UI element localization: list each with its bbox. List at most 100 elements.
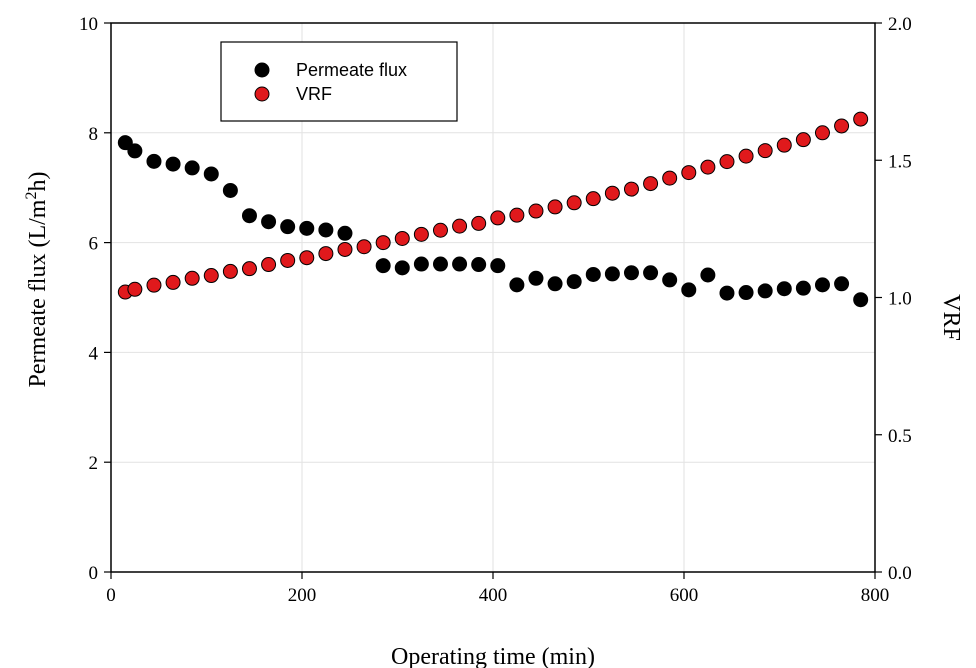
vrf-point [834, 118, 850, 134]
permeate-flux-point [547, 276, 563, 292]
vrf-point [127, 281, 143, 297]
legend-label-permeate-flux: Permeate flux [296, 60, 407, 80]
y-right-tick-label: 2.0 [888, 14, 912, 35]
legend-box [220, 41, 458, 122]
vrf-point [719, 154, 735, 170]
permeate-flux-point [299, 220, 315, 236]
vrf-point [776, 137, 792, 153]
vrf-point [681, 165, 697, 181]
y-left-tick-label: 8 [89, 124, 99, 145]
permeate-flux-point [146, 153, 162, 169]
permeate-flux-point [623, 265, 639, 281]
permeate-flux-point [165, 156, 181, 172]
vrf-point [375, 235, 391, 251]
vrf-point [700, 159, 716, 175]
y-left-tick-label: 2 [89, 453, 99, 474]
vrf-point [738, 148, 754, 164]
permeate-flux-point [471, 257, 487, 273]
y-right-axis-title: VRF [938, 294, 964, 341]
permeate-flux-point [700, 267, 716, 283]
vrf-point [203, 268, 219, 284]
permeate-flux-point [738, 285, 754, 301]
permeate-flux-point [853, 292, 869, 308]
permeate-flux-point [241, 208, 257, 224]
x-tick-label: 200 [288, 585, 317, 606]
vrf-point [643, 176, 659, 192]
permeate-flux-point [795, 280, 811, 296]
permeate-flux-point [776, 281, 792, 297]
vrf-point [299, 250, 315, 266]
vrf-point [547, 199, 563, 215]
y-left-axis-title: Permeate flux (L/m2h) [23, 172, 51, 388]
permeate-flux-point [834, 276, 850, 292]
x-axis-title: Operating time (min) [391, 644, 595, 668]
permeate-flux-point [117, 135, 133, 151]
permeate-flux-point [375, 258, 391, 274]
permeate-flux-point [452, 256, 468, 272]
vrf-point [623, 181, 639, 197]
y-left-title-main: Permeate flux (L/m [25, 199, 51, 387]
vrf-point [394, 230, 410, 246]
permeate-flux-point [528, 270, 544, 286]
data-marks [117, 111, 869, 308]
permeate-flux-point [318, 222, 334, 238]
vrf-point [413, 226, 429, 242]
legend-label-vrf: VRF [296, 84, 332, 104]
permeate-flux-point [432, 256, 448, 272]
vrf-point [432, 222, 448, 238]
y-left-tick-label: 0 [89, 563, 99, 584]
vrf-point [318, 246, 334, 262]
vrf-point [241, 261, 257, 277]
axis-ticks: 0 200 400 600 800 0 2 4 6 8 10 0.0 0.5 1.0 1.5 2.0 [79, 14, 912, 606]
vrf-point [509, 207, 525, 223]
permeate-flux-point [585, 266, 601, 282]
vrf-point [184, 270, 200, 286]
y-right-tick-label: 1.5 [888, 151, 912, 172]
permeate-flux-point [662, 272, 678, 288]
permeate-flux-point [184, 160, 200, 176]
permeate-flux-point [280, 219, 296, 235]
x-tick-label: 400 [479, 585, 508, 606]
permeate-flux-point [261, 214, 277, 230]
vrf-point [814, 125, 830, 141]
y-right-tick-label: 1.0 [888, 289, 912, 310]
vrf-point [471, 215, 487, 231]
vrf-point [356, 239, 372, 255]
permeate-flux-point [509, 277, 525, 293]
vrf-point [165, 274, 181, 290]
permeate-flux-point [413, 256, 429, 272]
vrf-point [222, 263, 238, 279]
permeate-flux-point [222, 182, 238, 198]
permeate-flux-point [490, 258, 506, 274]
vrf-point [757, 143, 773, 159]
permeate-flux-point [203, 166, 219, 182]
vrf-point [853, 111, 869, 127]
legend: Permeate flux VRF [220, 41, 458, 122]
permeate-flux-point [814, 277, 830, 293]
y-left-tick-label: 4 [89, 343, 99, 364]
permeate-flux-point [681, 282, 697, 298]
vrf-point [566, 195, 582, 211]
vrf-point [452, 218, 468, 234]
vrf-point [604, 185, 620, 201]
permeate-flux-point [757, 283, 773, 299]
permeate-flux-point [394, 260, 410, 276]
permeate-flux-point [566, 274, 582, 290]
permeate-flux-point [127, 143, 143, 159]
y-left-title-tail: h) [25, 172, 51, 192]
series-vrf [117, 111, 869, 300]
vrf-point [146, 277, 162, 293]
x-tick-label: 0 [106, 585, 116, 606]
y-left-title-sup: 2 [23, 192, 40, 200]
permeate-flux-point [604, 266, 620, 282]
permeate-flux-point [643, 265, 659, 281]
vrf-point [662, 170, 678, 186]
y-right-tick-label: 0.0 [888, 563, 912, 584]
vrf-point [585, 191, 601, 207]
y-left-tick-label: 10 [79, 14, 98, 35]
vrf-point [795, 132, 811, 148]
vrf-point [261, 257, 277, 273]
vrf-point [528, 203, 544, 219]
vrf-point [280, 252, 296, 268]
permeate-flux-point [337, 225, 353, 241]
